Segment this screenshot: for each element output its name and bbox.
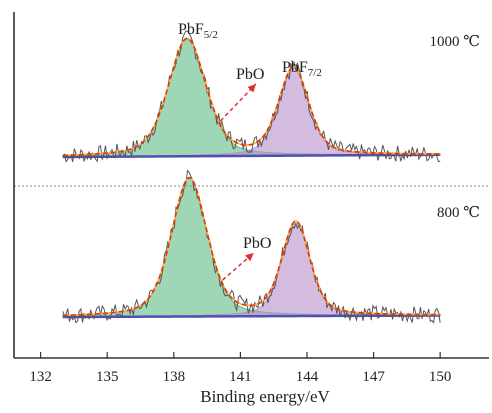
x-ticks: 132 135 138 141 144 147 150 (29, 352, 451, 385)
pbo-arrow-top (219, 83, 257, 122)
label-pbf72-sub: 7/2 (308, 67, 322, 79)
label-pbf52-sub: 5/2 (204, 29, 218, 41)
x-axis-title: Binding energy/eV (200, 387, 330, 406)
x-tick-label: 135 (96, 369, 119, 385)
label-pbo-top: PbO (236, 66, 264, 83)
label-800c: 800 ℃ (437, 205, 480, 221)
panel-1000c (62, 30, 441, 163)
pbo-arrowhead-bottom (245, 253, 254, 262)
envelope-line (62, 37, 441, 157)
fit-line (62, 37, 441, 157)
panel-800c (62, 169, 441, 324)
x-tick-label: 138 (163, 369, 186, 385)
background-line (62, 314, 441, 319)
label-pbf72: PbF7/2 (282, 59, 322, 79)
x-tick-label: 132 (29, 369, 52, 385)
x-tick-label: 150 (429, 369, 452, 385)
peak-component-fill (62, 38, 441, 158)
pbo-arrowhead-top (247, 84, 256, 93)
raw-spectrum-line (62, 30, 441, 163)
envelope-line (62, 176, 441, 317)
label-pbf52-main: PbF (178, 21, 204, 38)
label-1000c: 1000 ℃ (429, 34, 480, 50)
label-pbf72-main: PbF (282, 59, 308, 76)
label-pbf52: PbF5/2 (178, 21, 218, 41)
x-tick-label: 141 (229, 369, 252, 385)
label-pbo-bottom: PbO (243, 235, 271, 252)
x-tick-label: 144 (296, 369, 319, 385)
x-tick-label: 147 (362, 369, 385, 385)
